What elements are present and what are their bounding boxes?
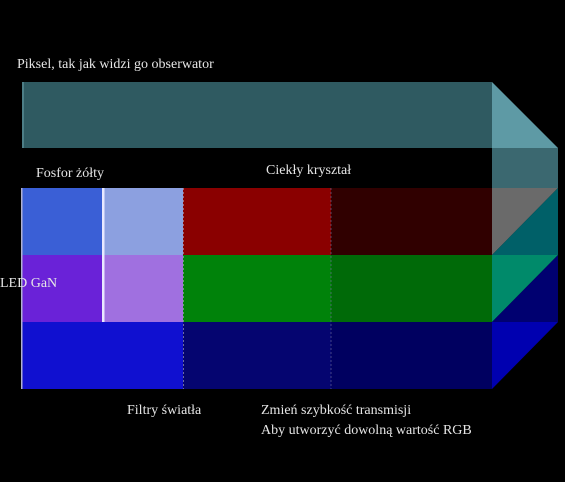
led-violet-row2 xyxy=(22,255,103,322)
pixel-beam-edge xyxy=(22,82,24,148)
blue-attenuated-row3 xyxy=(331,322,492,389)
led-blue-row1 xyxy=(22,188,103,255)
red-filter-row1 xyxy=(183,188,331,255)
led-deep-blue-row3 xyxy=(22,322,183,389)
phosphor-row2 xyxy=(103,255,183,322)
phosphor-label: Fosfor żółty xyxy=(36,166,105,181)
left-edge xyxy=(21,188,23,389)
pixel-label: Piksel, tak jak widzi go obserwator xyxy=(17,57,214,72)
pixel-beam-face xyxy=(22,82,492,148)
blue-filter-row3 xyxy=(183,322,331,389)
led-label: LED GaN xyxy=(0,276,58,291)
green-end-cap-lower xyxy=(492,255,558,322)
change-rate-label: Zmień szybkość transmisji xyxy=(261,403,412,418)
pixel-beam-top-slant xyxy=(492,82,558,148)
red-end-cap-lower xyxy=(492,188,558,255)
filters-label: Filtry światła xyxy=(127,403,202,418)
liquid-crystal-label: Ciekły kryształ xyxy=(266,163,352,178)
phosphor-divider xyxy=(102,188,105,322)
blue-end-cap xyxy=(492,322,558,389)
pixel-beam-side xyxy=(492,148,558,188)
red-attenuated-row1 xyxy=(331,188,492,255)
green-attenuated-row2 xyxy=(331,255,492,322)
phosphor-row1 xyxy=(103,188,183,255)
rgb-value-label: Aby utworzyć dowolną wartość RGB xyxy=(261,423,472,438)
green-filter-row2 xyxy=(183,255,331,322)
